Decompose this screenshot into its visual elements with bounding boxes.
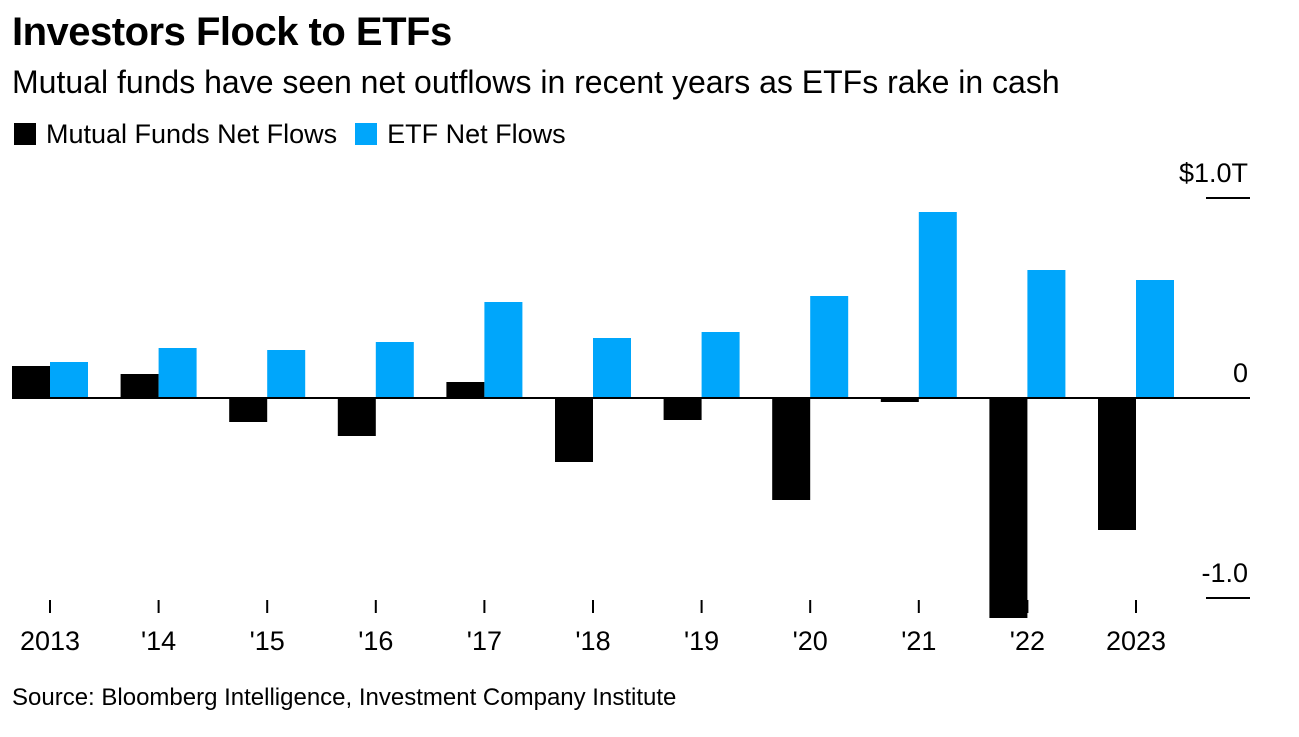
legend-label-etf: ETF Net Flows [387, 119, 566, 149]
legend-item-etf: ETF Net Flows [355, 116, 566, 152]
bar-mutual-funds [555, 398, 593, 462]
bar-mutual-funds [772, 398, 811, 500]
bar-mutual-funds [446, 382, 485, 398]
source-note: Source: Bloomberg Intelligence, Investme… [12, 684, 677, 711]
y-tick-label: 0 [1233, 358, 1248, 388]
chart-subtitle: Mutual funds have seen net outflows in r… [12, 64, 1060, 100]
legend-label-mutual-funds: Mutual Funds Net Flows [46, 119, 338, 149]
bar-mutual-funds [989, 398, 1028, 618]
chart-legend: Mutual Funds Net Flows ETF Net Flows [14, 116, 584, 152]
x-tick-label: '20 [793, 626, 828, 656]
bar-mutual-funds [1098, 398, 1136, 530]
bar-etf [810, 296, 849, 398]
y-tick-label: -1.0 [1201, 558, 1248, 588]
bar-etf [267, 350, 306, 398]
bar-etf [484, 302, 523, 398]
legend-item-mutual-funds: Mutual Funds Net Flows [14, 116, 337, 152]
x-tick-label: 2013 [20, 626, 80, 656]
y-tick-label: $1.0T [1179, 158, 1248, 188]
x-tick-label: '17 [467, 626, 502, 656]
bar-mutual-funds [120, 374, 159, 398]
x-tick-label: '21 [901, 626, 936, 656]
bar-etf [1027, 270, 1066, 398]
bar-mutual-funds [880, 398, 919, 402]
bar-etf [158, 348, 197, 398]
bar-mutual-funds [337, 398, 376, 436]
bar-etf [701, 332, 740, 398]
bar-mutual-funds [663, 398, 702, 420]
bar-etf [1136, 280, 1174, 398]
bar-etf [918, 212, 957, 398]
bar-mutual-funds [229, 398, 268, 422]
x-tick-label: '18 [575, 626, 610, 656]
chart-title: Investors Flock to ETFs [12, 10, 452, 54]
x-tick-label: '22 [1010, 626, 1045, 656]
bar-mutual-funds [12, 366, 50, 398]
x-tick-label: '15 [250, 626, 285, 656]
legend-swatch-mutual-funds [14, 123, 36, 145]
x-tick-label: '16 [358, 626, 393, 656]
legend-swatch-etf [355, 123, 378, 145]
x-tick-label: '14 [141, 626, 176, 656]
bar-etf [593, 338, 631, 398]
bar-etf [50, 362, 88, 398]
bar-etf [375, 342, 414, 398]
x-tick-label: 2023 [1106, 626, 1166, 656]
x-tick-label: '19 [684, 626, 719, 656]
